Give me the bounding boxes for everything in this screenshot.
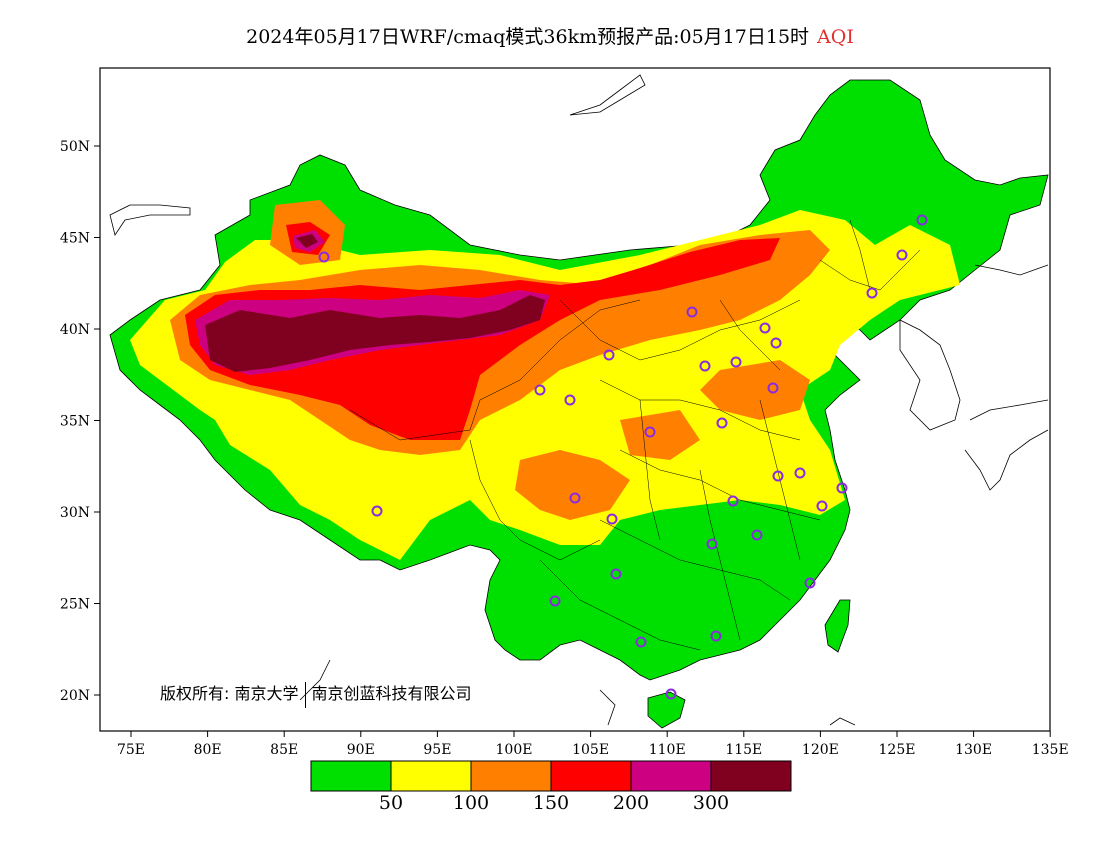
city-marker <box>665 688 677 700</box>
city-marker <box>699 360 711 372</box>
city-marker <box>635 636 647 648</box>
city-marker <box>606 513 618 525</box>
latitude-axis: 20N 25N 30N 35N 40N 45N 50N <box>60 139 100 704</box>
city-marker <box>610 568 622 580</box>
city-marker <box>751 529 763 541</box>
city-marker <box>772 470 784 482</box>
city-marker <box>569 492 581 504</box>
city-marker <box>371 505 383 517</box>
city-marker <box>603 349 615 361</box>
lon-tick-label: 125E <box>879 742 916 758</box>
aqi-zone-unhealthy-sensitive <box>620 410 700 460</box>
lon-tick-label: 135E <box>1032 742 1069 758</box>
city-marker <box>549 595 561 607</box>
city-marker <box>767 382 779 394</box>
city-marker <box>318 251 330 263</box>
credit-org-nju: 南京大学 <box>234 684 299 703</box>
aqi-zone-hazardous <box>296 234 318 248</box>
lat-tick-label: 40N <box>60 322 90 338</box>
aqi-zone-unhealthy-sensitive <box>515 450 630 520</box>
lon-tick-label: 130E <box>955 742 992 758</box>
hainan-land <box>647 691 686 729</box>
credit-label: 版权所有: <box>160 684 230 703</box>
city-marker <box>730 356 742 368</box>
province-borders <box>349 219 921 651</box>
city-marker <box>794 467 806 479</box>
lon-tick-label: 95E <box>423 742 451 758</box>
taiwan-land <box>824 599 851 653</box>
lat-tick-label: 25N <box>60 597 90 613</box>
aqi-zone-unhealthy <box>185 238 780 440</box>
legend-label: 100 <box>452 792 490 814</box>
map-body <box>109 74 1049 729</box>
aqi-zone-hazardous <box>205 295 545 372</box>
copyright-credit: 版权所有: 南京大学 南京创蓝科技有限公司 <box>160 680 472 708</box>
city-marker <box>686 306 698 318</box>
lat-tick-label: 35N <box>60 414 90 430</box>
city-marker <box>816 500 828 512</box>
title-main: 2024年05月17日WRF/cmaq模式36km预报产品:05月17日15时 <box>246 26 810 48</box>
city-marker <box>564 394 576 406</box>
city-marker <box>727 495 739 507</box>
legend-label: 50 <box>378 792 404 814</box>
lon-tick-label: 120E <box>802 742 839 758</box>
city-markers <box>318 214 928 700</box>
aqi-color-legend <box>310 760 792 792</box>
lon-tick-label: 100E <box>496 742 533 758</box>
lon-tick-label: 85E <box>270 742 298 758</box>
credit-org-clkj: 南京创蓝科技有限公司 <box>311 684 472 703</box>
legend-label: 300 <box>692 792 730 814</box>
lon-tick-label: 115E <box>725 742 762 758</box>
legend-swatch <box>390 760 472 792</box>
city-marker <box>716 417 728 429</box>
lon-tick-label: 90E <box>347 742 375 758</box>
lon-tick-label: 105E <box>572 742 609 758</box>
city-marker <box>706 538 718 550</box>
legend-swatch <box>630 760 712 792</box>
credit-separator <box>304 681 306 708</box>
neighbor-coastlines <box>109 74 1049 726</box>
city-marker <box>644 426 656 438</box>
lat-tick-label: 20N <box>60 688 90 704</box>
city-marker <box>770 337 782 349</box>
city-marker <box>916 214 928 226</box>
aqi-zone-unhealthy-sensitive <box>700 360 810 420</box>
legend-swatch <box>710 760 792 792</box>
legend-label: 200 <box>612 792 650 814</box>
city-marker <box>534 384 546 396</box>
legend-label: 150 <box>532 792 570 814</box>
city-marker <box>804 577 816 589</box>
city-marker <box>710 630 722 642</box>
lat-tick-label: 30N <box>60 505 90 521</box>
lat-tick-label: 45N <box>60 231 90 247</box>
map-frame <box>99 67 1051 732</box>
legend-swatch <box>550 760 632 792</box>
legend-swatch <box>310 760 392 792</box>
lat-tick-label: 50N <box>60 139 90 155</box>
city-marker <box>836 482 848 494</box>
longitude-axis: 75E 80E 85E 90E 95E 100E 105E 110E 115E 120E 125E 1… <box>117 731 1069 758</box>
lon-tick-label: 110E <box>649 742 686 758</box>
legend-swatch <box>470 760 552 792</box>
city-marker <box>759 322 771 334</box>
map-title: 2024年05月17日WRF/cmaq模式36km预报产品:05月17日15时 A… <box>0 22 1100 49</box>
city-marker <box>866 287 878 299</box>
city-marker <box>896 249 908 261</box>
lon-tick-label: 75E <box>117 742 145 758</box>
lon-tick-label: 80E <box>194 742 222 758</box>
title-variable: AQI <box>817 26 854 48</box>
